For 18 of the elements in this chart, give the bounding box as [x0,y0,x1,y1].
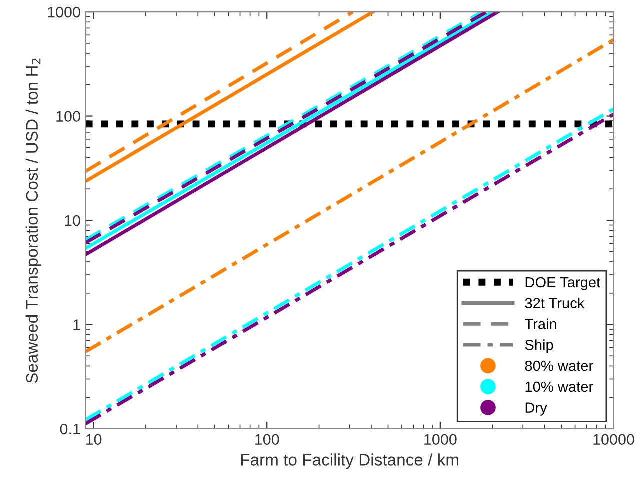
x-tick-label: 1000 [424,434,457,446]
y-axis-title: Seaweed Transporation Cost / USD / ton H$_{2}$ [26,58,42,384]
x-axis-title: Farm to Facility Distance / km [241,454,458,470]
legend-label: DOE Target [526,277,601,291]
x-tick-label: 10 [86,434,102,446]
legend-label: Ship [525,340,554,354]
y-tick-label: 1000 [48,6,80,18]
y-tick-label: 0.1 [60,424,80,435]
legend-label: 80% water [525,360,594,372]
y-tick-label: 1 [74,320,80,330]
x-tick-label: 100 [256,434,280,446]
y-tick-label: 10 [65,215,80,226]
legend-label: 10% water [526,382,594,392]
legend-label: Train [525,318,556,330]
legend-label: 32t Truck [525,298,585,309]
legend-label: Dry [526,402,548,416]
y-tick-label: 100 [56,111,80,122]
x-tick-label: 10000 [594,434,634,446]
